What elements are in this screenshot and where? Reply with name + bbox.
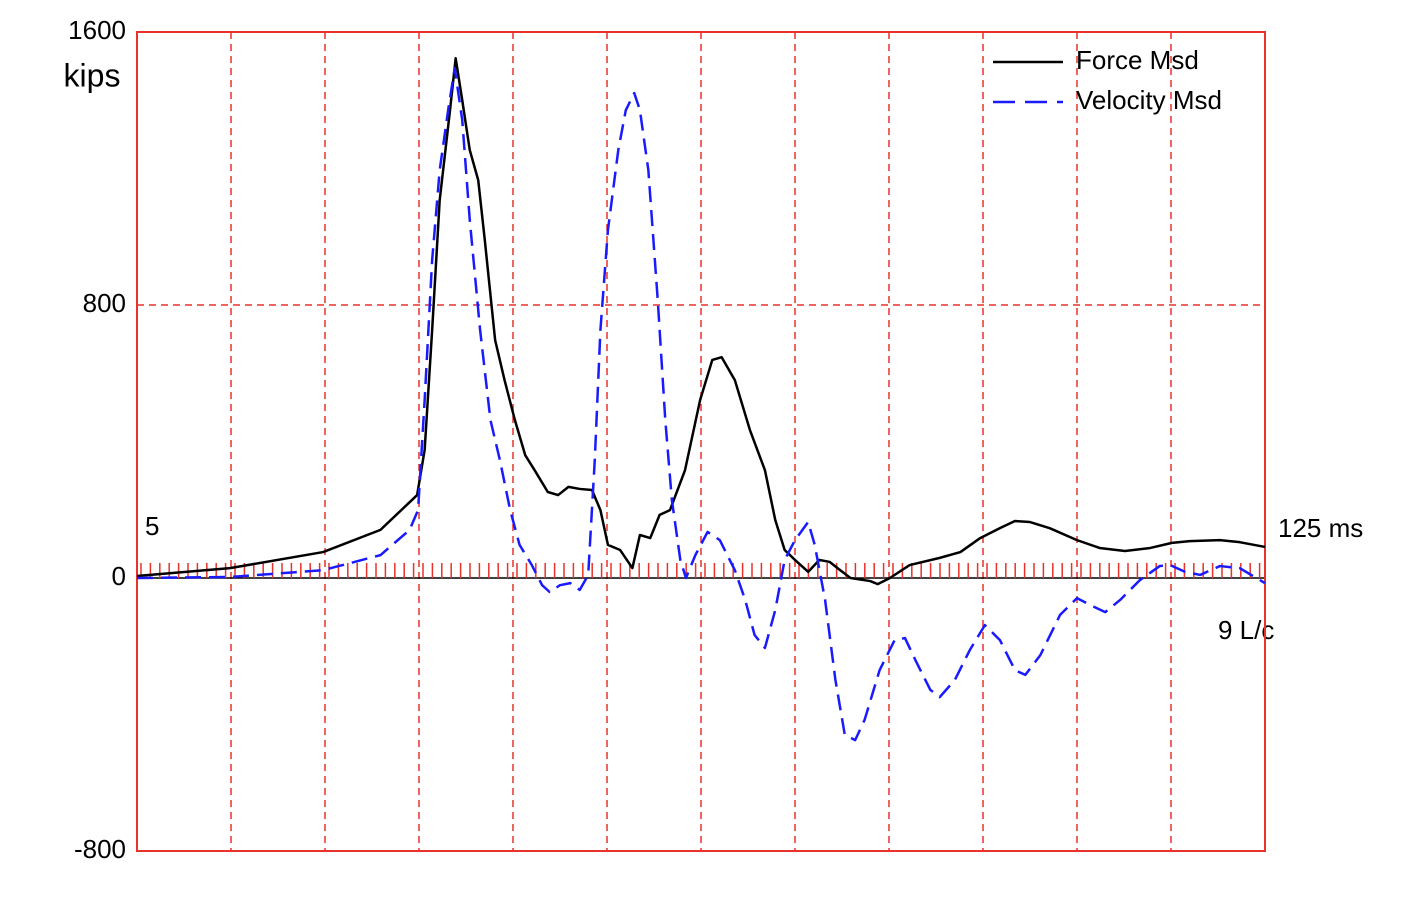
- legend-label: Force Msd: [1076, 45, 1199, 75]
- legend-label: Velocity Msd: [1076, 85, 1222, 115]
- y-tick-label: 0: [112, 561, 126, 591]
- plot-border: [136, 31, 1266, 852]
- y-tick-label: 1600: [68, 15, 126, 45]
- y-tick-label: -800: [74, 834, 126, 864]
- series-line: [136, 66, 1266, 742]
- y-tick-label: 800: [83, 288, 126, 318]
- annotation: 125 ms: [1278, 513, 1363, 543]
- annotation: 5: [145, 511, 159, 541]
- series-line: [136, 57, 1266, 586]
- y-axis-label: kips: [64, 57, 121, 93]
